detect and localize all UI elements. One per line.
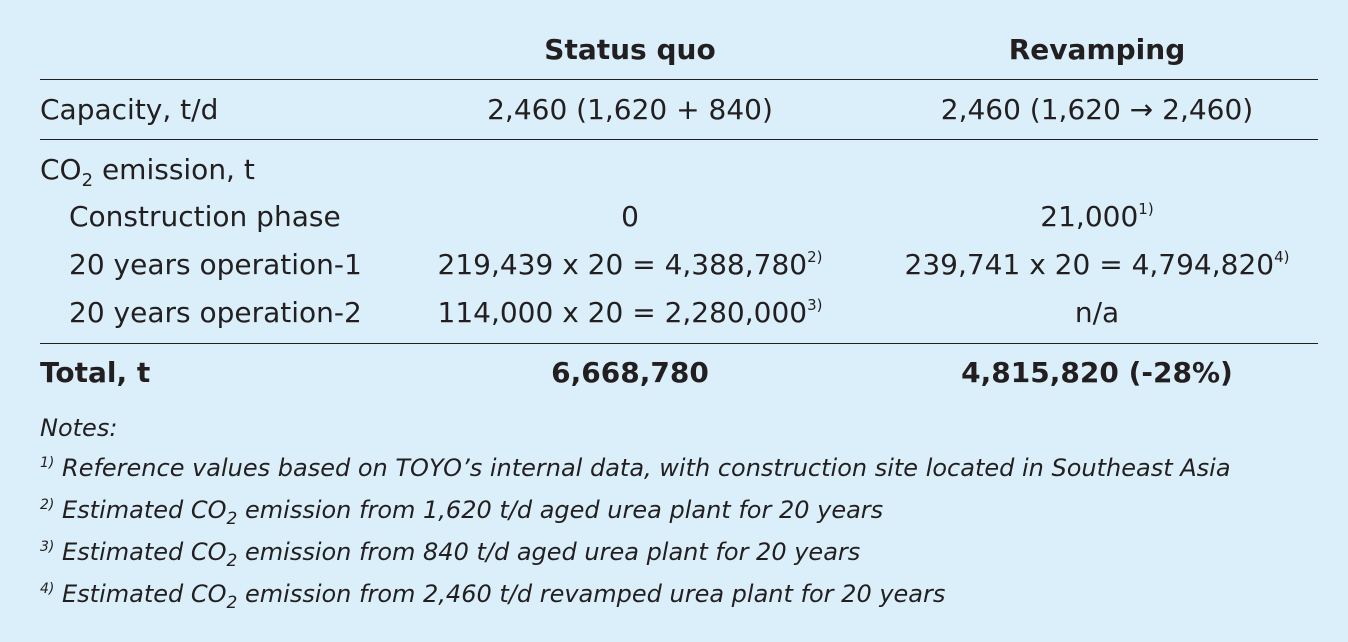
subscript: 2: [226, 509, 238, 529]
cell: 2,460 (1,620 + 840): [487, 93, 773, 126]
note-ref: 3): [807, 296, 823, 314]
cell-text: 219,439 x 20 = 4,388,780: [437, 248, 808, 281]
cell: 21,0001): [847, 200, 1347, 234]
subscript: 2: [81, 170, 94, 191]
rule: [40, 139, 1318, 140]
cell: 2,460 (1,620 → 2,460): [940, 93, 1254, 126]
cell: 239,741 x 20 = 4,794,8204): [847, 248, 1347, 282]
cell-text: 21,000: [1040, 200, 1139, 233]
column-header: Status quo: [544, 33, 716, 66]
subscript: 2: [226, 593, 238, 613]
note: 3) Estimated CO2 emission from 840 t/d a…: [40, 537, 861, 570]
note-ref: 2): [807, 248, 823, 266]
note-text: emission from 840 t/d aged urea plant fo…: [237, 538, 861, 566]
row-label: 20 years operation-1: [69, 248, 362, 281]
row-label: Construction phase: [69, 200, 341, 233]
cell: 6,668,780: [551, 356, 709, 389]
note-text: Reference values based on TOYO’s interna…: [62, 454, 1231, 482]
subscript: 2: [226, 551, 238, 571]
label-text: CO: [40, 153, 82, 186]
label-text: emission, t: [93, 153, 255, 186]
cell: 114,000 x 20 = 2,280,0003): [380, 296, 880, 330]
column-header: Revamping: [1008, 33, 1186, 66]
rule: [40, 343, 1318, 344]
note-text: emission from 1,620 t/d aged urea plant …: [237, 496, 884, 524]
note: 4) Estimated CO2 emission from 2,460 t/d…: [40, 579, 946, 612]
cell-text: 114,000 x 20 = 2,280,000: [437, 296, 808, 329]
row-label: Capacity, t/d: [40, 93, 219, 126]
row-label: CO2 emission, t: [40, 153, 255, 190]
notes-title: Notes:: [40, 414, 118, 442]
note-marker: 1): [40, 455, 55, 471]
note-ref: 4): [1274, 248, 1290, 266]
note-text: Estimated CO: [62, 538, 227, 566]
row-label: Total, t: [40, 356, 151, 389]
note: 2) Estimated CO2 emission from 1,620 t/d…: [40, 495, 884, 528]
note-text: Estimated CO: [62, 580, 227, 608]
note-marker: 4): [40, 581, 55, 597]
cell: 219,439 x 20 = 4,388,7802): [380, 248, 880, 282]
cell: 4,815,820 (-28%): [961, 356, 1233, 389]
cell-text: 239,741 x 20 = 4,794,820: [904, 248, 1275, 281]
cell: 0: [621, 200, 639, 233]
note-marker: 3): [40, 539, 55, 555]
row-label: 20 years operation-2: [69, 296, 362, 329]
note-text: emission from 2,460 t/d revamped urea pl…: [237, 580, 946, 608]
cell: n/a: [1074, 296, 1120, 329]
note-ref: 1): [1138, 200, 1154, 218]
rule: [40, 79, 1318, 80]
note: 1) Reference values based on TOYO’s inte…: [40, 453, 1231, 483]
note-text: Estimated CO: [62, 496, 227, 524]
note-marker: 2): [40, 497, 55, 513]
